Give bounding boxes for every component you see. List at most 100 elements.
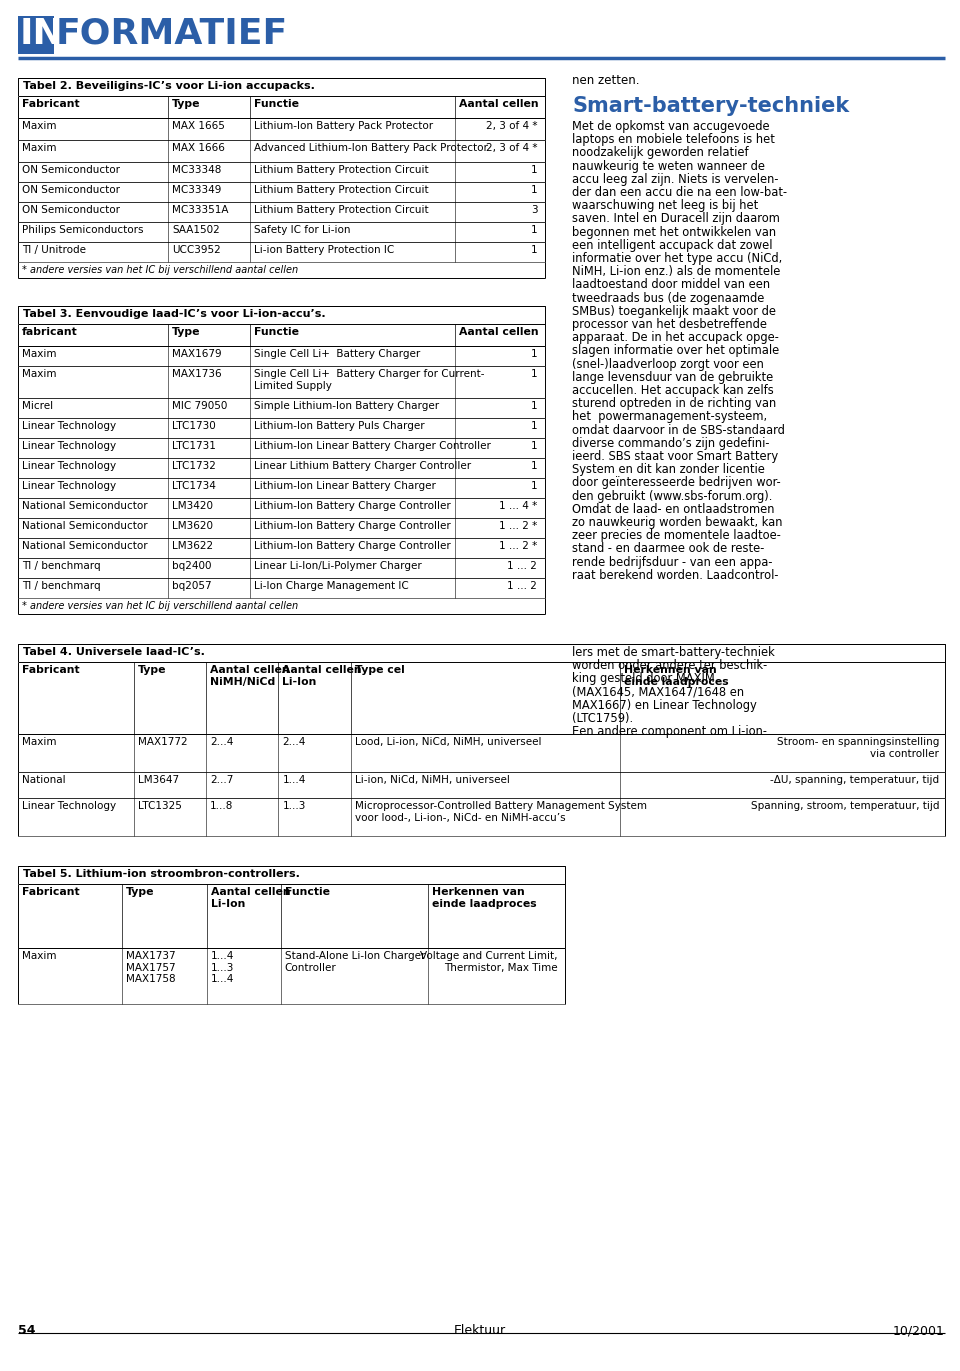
Text: TI / Unitrode: TI / Unitrode xyxy=(22,245,86,255)
Text: 1: 1 xyxy=(531,165,538,175)
Text: Aantal cellen
NiMH/NiCd: Aantal cellen NiMH/NiCd xyxy=(210,665,290,687)
Bar xyxy=(18,579,168,598)
Text: Type cel: Type cel xyxy=(355,665,404,675)
Bar xyxy=(278,798,350,836)
Text: 1: 1 xyxy=(531,441,538,451)
Bar xyxy=(455,243,542,262)
Text: Aantal cellen
Li-Ion: Aantal cellen Li-Ion xyxy=(210,887,290,909)
Text: een intelligent accupack dat zowel: een intelligent accupack dat zowel xyxy=(572,239,773,252)
Bar xyxy=(122,884,206,947)
Bar xyxy=(278,733,350,772)
Text: Advanced Lithium-Ion Battery Pack Protector: Advanced Lithium-Ion Battery Pack Protec… xyxy=(253,143,488,154)
Bar xyxy=(206,884,280,947)
Text: MC33349: MC33349 xyxy=(172,185,222,195)
Text: Linear Lithium Battery Charger Controller: Linear Lithium Battery Charger Controlle… xyxy=(253,461,471,472)
Text: MAX1737
MAX1757
MAX1758: MAX1737 MAX1757 MAX1758 xyxy=(126,951,176,984)
Bar xyxy=(250,458,455,478)
Text: 2, 3 of 4 *: 2, 3 of 4 * xyxy=(486,121,538,132)
Text: processor van het desbetreffende: processor van het desbetreffende xyxy=(572,318,767,330)
Text: Lithium-Ion Battery Puls Charger: Lithium-Ion Battery Puls Charger xyxy=(253,421,424,430)
Bar xyxy=(280,884,428,947)
Text: National Semiconductor: National Semiconductor xyxy=(22,542,148,551)
Text: king gesteld door MAXIM: king gesteld door MAXIM xyxy=(572,672,715,686)
Text: nauwkeurig te weten wanneer de: nauwkeurig te weten wanneer de xyxy=(572,159,765,173)
Bar xyxy=(18,96,168,118)
Bar xyxy=(250,140,455,162)
Text: Type: Type xyxy=(126,887,155,897)
Bar xyxy=(18,498,168,518)
Bar xyxy=(250,498,455,518)
Text: Micrel: Micrel xyxy=(22,400,53,411)
Text: Lithium-Ion Battery Pack Protector: Lithium-Ion Battery Pack Protector xyxy=(253,121,433,132)
Bar xyxy=(18,884,565,947)
Text: Linear Technology: Linear Technology xyxy=(22,441,116,451)
Bar xyxy=(455,345,542,366)
Text: Type: Type xyxy=(172,328,201,337)
Bar xyxy=(133,733,206,772)
Bar xyxy=(133,772,206,798)
Text: TI / benchmarq: TI / benchmarq xyxy=(22,581,101,591)
Bar xyxy=(168,498,250,518)
Text: 1: 1 xyxy=(531,421,538,430)
Bar xyxy=(455,96,542,118)
Text: Safety IC for Li-ion: Safety IC for Li-ion xyxy=(253,225,350,234)
Text: 1...8: 1...8 xyxy=(210,801,233,812)
Bar xyxy=(18,518,168,537)
Text: LTC1732: LTC1732 xyxy=(172,461,216,472)
Bar xyxy=(18,418,168,437)
Bar xyxy=(455,518,542,537)
Bar xyxy=(206,733,278,772)
Bar xyxy=(18,140,168,162)
Text: 2, 3 of 4 *: 2, 3 of 4 * xyxy=(486,143,538,154)
Text: LM3622: LM3622 xyxy=(172,542,213,551)
Text: Single Cell Li+  Battery Charger for Current-
Limited Supply: Single Cell Li+ Battery Charger for Curr… xyxy=(253,369,485,391)
Text: SAA1502: SAA1502 xyxy=(172,225,220,234)
Bar xyxy=(455,398,542,418)
Bar xyxy=(168,418,250,437)
Text: apparaat. De in het accupack opge-: apparaat. De in het accupack opge- xyxy=(572,332,779,344)
Text: begonnen met het ontwikkelen van: begonnen met het ontwikkelen van xyxy=(572,226,776,239)
Bar xyxy=(455,182,542,202)
Bar xyxy=(18,96,545,118)
Text: TI / benchmarq: TI / benchmarq xyxy=(22,561,101,570)
Text: 2...4: 2...4 xyxy=(210,738,233,747)
Text: Spanning, stroom, temperatuur, tijd: Spanning, stroom, temperatuur, tijd xyxy=(751,801,939,812)
Text: UCC3952: UCC3952 xyxy=(172,245,221,255)
Text: LTC1730: LTC1730 xyxy=(172,421,216,430)
Bar xyxy=(168,579,250,598)
Text: Elektuur: Elektuur xyxy=(454,1324,506,1337)
Text: ON Semiconductor: ON Semiconductor xyxy=(22,185,120,195)
Bar xyxy=(455,498,542,518)
Text: informatie over het type accu (NiCd,: informatie over het type accu (NiCd, xyxy=(572,252,782,265)
Text: MC33351A: MC33351A xyxy=(172,206,228,215)
Text: diverse commando’s zijn gedefini-: diverse commando’s zijn gedefini- xyxy=(572,437,770,450)
Bar xyxy=(168,118,250,140)
Text: MAX1667) en Linear Technology: MAX1667) en Linear Technology xyxy=(572,699,756,712)
Text: 1 ... 2 *: 1 ... 2 * xyxy=(499,521,538,531)
Bar xyxy=(168,366,250,398)
Bar xyxy=(168,324,250,345)
Bar xyxy=(250,537,455,558)
Text: tweedraads bus (de zogenaamde: tweedraads bus (de zogenaamde xyxy=(572,292,764,304)
Text: laadtoestand door middel van een: laadtoestand door middel van een xyxy=(572,278,770,292)
Bar xyxy=(168,558,250,579)
Bar xyxy=(619,772,944,798)
Text: MAX1679: MAX1679 xyxy=(172,350,222,359)
Bar xyxy=(250,418,455,437)
Text: National Semiconductor: National Semiconductor xyxy=(22,500,148,511)
Bar xyxy=(18,798,133,836)
Bar xyxy=(206,772,278,798)
Text: 1 ... 2: 1 ... 2 xyxy=(508,581,538,591)
Bar xyxy=(455,558,542,579)
Bar xyxy=(250,243,455,262)
Bar xyxy=(18,78,545,96)
Bar xyxy=(168,398,250,418)
Bar xyxy=(455,537,542,558)
Bar xyxy=(455,202,542,222)
Bar xyxy=(18,202,168,222)
Text: Aantal cellen: Aantal cellen xyxy=(460,99,539,110)
Text: -ΔU, spanning, temperatuur, tijd: -ΔU, spanning, temperatuur, tijd xyxy=(770,775,939,786)
FancyBboxPatch shape xyxy=(18,16,54,53)
Bar xyxy=(278,772,350,798)
Bar xyxy=(18,262,545,278)
